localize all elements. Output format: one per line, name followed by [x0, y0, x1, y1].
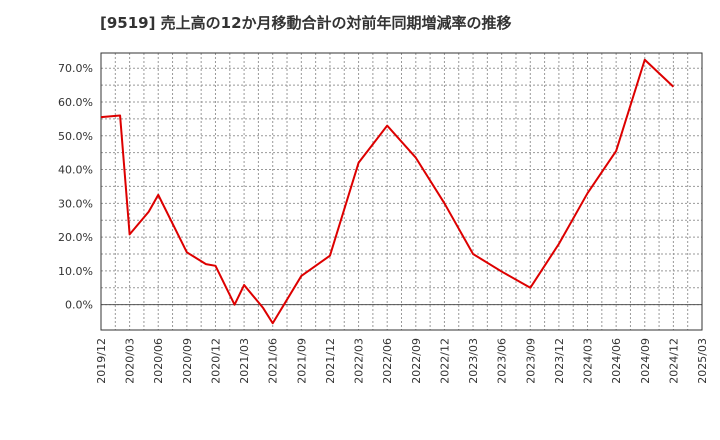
x-tick-label: 2024/03 — [582, 338, 595, 384]
y-tick-label: 30.0% — [58, 197, 93, 210]
x-tick-label: 2023/09 — [524, 338, 537, 384]
y-tick-label: 70.0% — [58, 62, 93, 75]
x-tick-label: 2020/09 — [181, 338, 194, 384]
x-tick-label: 2019/12 — [95, 338, 108, 384]
x-tick-label: 2023/06 — [496, 338, 509, 384]
x-tick-label: 2020/12 — [209, 338, 222, 384]
x-tick-label: 2021/06 — [267, 338, 280, 384]
y-tick-label: 50.0% — [58, 130, 93, 143]
series-line — [100, 58, 675, 325]
x-tick-label: 2023/03 — [467, 338, 480, 384]
x-tick-label: 2021/09 — [295, 338, 308, 384]
x-tick-label: 2022/12 — [438, 338, 451, 384]
x-tick-label: 2024/09 — [639, 338, 652, 384]
x-tick-label: 2022/09 — [410, 338, 423, 384]
x-tick-label: 2022/06 — [381, 338, 394, 384]
y-tick-label: 20.0% — [58, 231, 93, 244]
y-tick-label: 0.0% — [65, 299, 93, 312]
plot-area — [101, 53, 702, 330]
x-tick-label: 2022/03 — [353, 338, 366, 384]
x-tick-label: 2020/06 — [152, 338, 165, 384]
chart-title: [9519] 売上高の12か月移動合計の対前年同期増減率の推移 — [100, 14, 512, 32]
x-tick-label: 2021/03 — [238, 338, 251, 384]
x-tick-label: 2023/12 — [553, 338, 566, 384]
y-tick-label: 40.0% — [58, 164, 93, 177]
x-tick-label: 2021/12 — [324, 338, 337, 384]
x-tick-label: 2024/12 — [667, 338, 680, 384]
x-tick-label: 2020/03 — [124, 338, 137, 384]
y-tick-label: 10.0% — [58, 265, 93, 278]
x-tick-label: 2025/03 — [696, 338, 709, 384]
y-tick-label: 60.0% — [58, 96, 93, 109]
plot-border — [100, 52, 703, 331]
x-tick-label: 2024/06 — [610, 338, 623, 384]
